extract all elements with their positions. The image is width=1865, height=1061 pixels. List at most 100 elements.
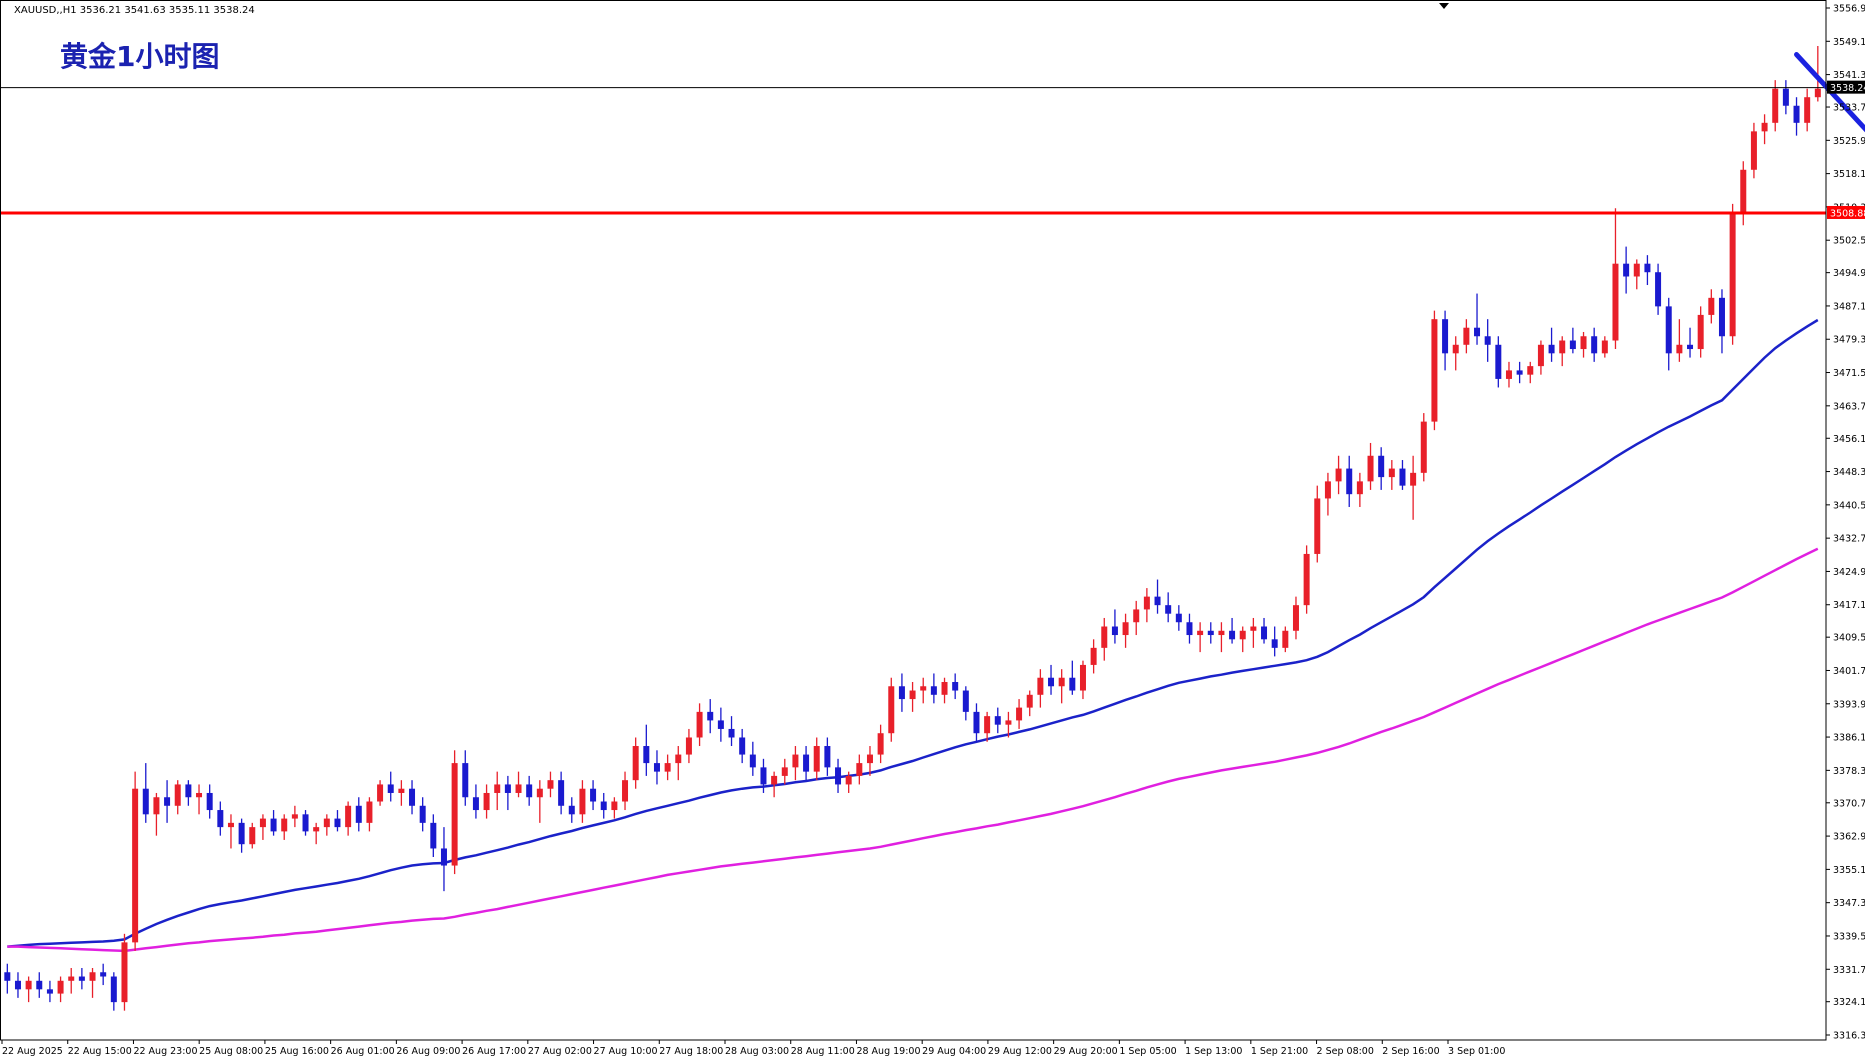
candle <box>781 758 788 785</box>
candle <box>1346 455 1353 507</box>
candle-body <box>419 805 426 823</box>
candle <box>1037 669 1044 708</box>
candle-body <box>909 690 916 700</box>
candle <box>568 797 575 823</box>
candle-body <box>345 805 352 828</box>
candle-body <box>57 980 64 994</box>
current-price-label-bg <box>1827 80 1865 94</box>
candle-body <box>1484 336 1491 345</box>
candle-body <box>973 711 980 734</box>
x-tick-label: 25 Aug 16:00 <box>265 1046 329 1057</box>
candle <box>1154 579 1161 614</box>
candle <box>409 780 416 815</box>
candle <box>1569 327 1576 354</box>
candle <box>1229 617 1236 644</box>
candle-body <box>1537 344 1544 367</box>
candle <box>909 681 916 712</box>
candle <box>36 972 43 998</box>
x-tick-label: 22 Aug 2025 <box>2 1046 63 1057</box>
candle-body <box>494 784 501 793</box>
down-arrow <box>1794 52 1865 133</box>
candle-body <box>792 754 799 768</box>
candle-body <box>238 822 245 845</box>
candle-body <box>1569 340 1576 350</box>
candle-body <box>526 784 533 798</box>
candle <box>4 963 11 994</box>
candle-body <box>994 716 1001 725</box>
candle <box>739 728 746 764</box>
candle-body <box>696 711 703 738</box>
candle-body <box>739 737 746 755</box>
candle-body <box>1729 212 1736 337</box>
candle <box>259 814 266 840</box>
candle <box>941 677 948 704</box>
candle-body <box>547 780 554 789</box>
y-tick-label: 3494.90 <box>1833 268 1865 279</box>
candle <box>930 673 937 704</box>
candle <box>1090 639 1097 674</box>
candle <box>611 797 618 819</box>
candle-body <box>1154 596 1161 606</box>
candle <box>398 780 405 806</box>
candle <box>1303 545 1310 614</box>
candle <box>323 814 330 836</box>
candle-body <box>1197 630 1204 636</box>
candle <box>664 754 671 781</box>
candle <box>760 758 767 793</box>
candle <box>472 784 479 819</box>
candle-body <box>1207 630 1214 636</box>
y-tick-label: 3424.90 <box>1833 567 1865 578</box>
x-tick-label: 29 Aug 20:00 <box>1054 1046 1118 1057</box>
candle-body <box>1090 647 1097 665</box>
x-tick-label: 27 Aug 10:00 <box>594 1046 658 1057</box>
candle <box>1463 319 1470 354</box>
candle <box>302 810 309 836</box>
candle-body <box>675 754 682 764</box>
candle-body <box>504 784 511 793</box>
y-tick-label: 3432.70 <box>1833 534 1865 545</box>
candle <box>643 724 650 776</box>
candle <box>483 784 490 819</box>
candle <box>1143 588 1150 623</box>
candle-body <box>1804 97 1811 123</box>
candle-body <box>568 805 575 815</box>
candle <box>217 801 224 836</box>
candle-body <box>334 818 341 828</box>
candle <box>749 741 756 776</box>
candle <box>462 750 469 806</box>
candle <box>845 771 852 793</box>
candle <box>898 673 905 712</box>
current-price-label: 3538.24 <box>1827 80 1865 94</box>
candle-body <box>206 792 213 811</box>
candle-body <box>121 942 128 1003</box>
candle-body <box>1442 319 1449 354</box>
candle <box>962 686 969 721</box>
candle <box>1335 455 1342 495</box>
candle <box>1197 622 1204 653</box>
candle-body <box>866 754 873 764</box>
candle <box>1165 592 1172 623</box>
candle-body <box>1111 626 1118 636</box>
candle-body <box>366 801 373 823</box>
chart-shift-marker-icon[interactable] <box>1439 3 1449 9</box>
candle <box>856 754 863 785</box>
candle <box>1026 690 1033 717</box>
candle <box>653 750 660 785</box>
candle-body <box>824 746 831 768</box>
y-tick-label: 3355.10 <box>1833 865 1865 876</box>
y-tick-label: 3471.50 <box>1833 368 1865 379</box>
candle-body <box>483 792 490 811</box>
candle-body <box>1665 306 1672 354</box>
x-tick-label: 22 Aug 23:00 <box>133 1046 197 1057</box>
candle-body <box>1718 297 1725 337</box>
candle-body <box>174 784 181 806</box>
candle-body <box>355 805 362 823</box>
x-tick-label: 26 Aug 01:00 <box>331 1046 395 1057</box>
candle-body <box>1324 481 1331 499</box>
candle-body <box>536 788 543 798</box>
candle-body <box>313 827 320 832</box>
x-tick-label: 27 Aug 02:00 <box>528 1046 592 1057</box>
candle-body <box>685 737 692 755</box>
candle-body <box>1814 88 1821 98</box>
